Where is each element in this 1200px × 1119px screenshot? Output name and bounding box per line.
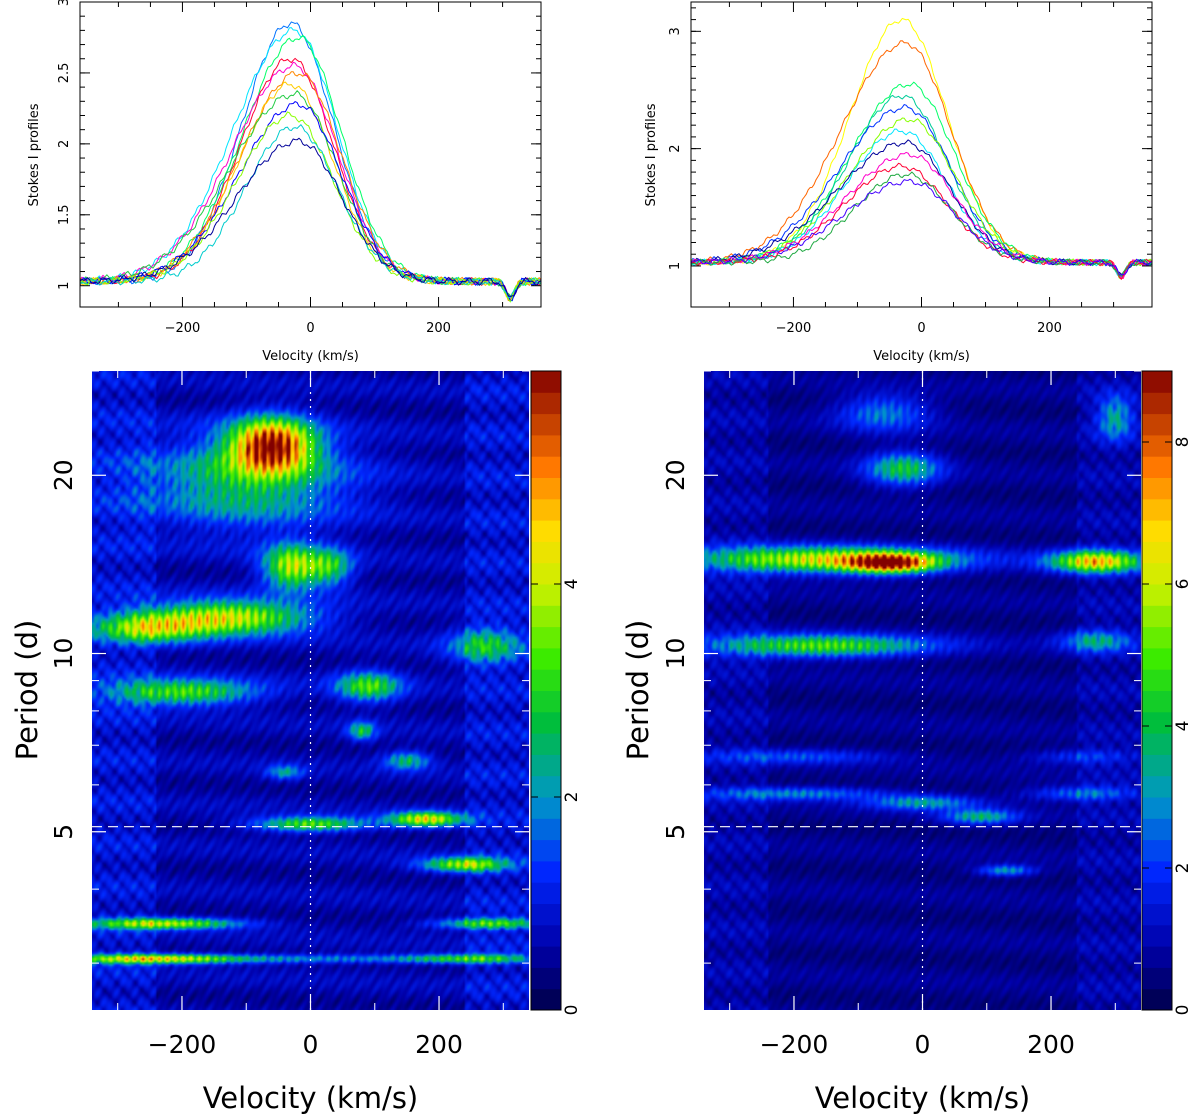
x-axis-title: Velocity (km/s): [203, 1081, 419, 1115]
x-tick-label: 200: [415, 1030, 463, 1059]
x-tick-label: 200: [1027, 1030, 1075, 1059]
x-tick-label: −200: [148, 1030, 217, 1059]
x-axis-title: Velocity (km/s): [815, 1081, 1031, 1115]
y-tick-label: 1: [668, 262, 683, 270]
colorbar-tick-label: 0: [562, 1005, 582, 1016]
y-axis-title: Stokes I profiles: [644, 103, 659, 206]
periodogram-heatmap: [704, 371, 1141, 1010]
y-tick-label: 5: [49, 824, 78, 840]
profile-line-9: [691, 151, 1152, 279]
colorbar-tick-label: 0: [1173, 1005, 1193, 1016]
colorbar: [1141, 370, 1173, 1011]
y-tick-label: 2: [668, 144, 683, 152]
colorbar-tick-label: 8: [1173, 437, 1193, 448]
profile-line-5: [80, 61, 541, 300]
y-axis-title: Period (d): [10, 620, 44, 761]
profiles-panel-top-left: −200 0 200 1 1.5 2 2.5 3 Velocity (km/s) Stokes I…: [27, 0, 542, 364]
colorbar: [530, 370, 562, 1011]
y-tick-label: 3: [668, 27, 683, 35]
x-tick-label: −200: [776, 321, 812, 336]
profile-line-5: [691, 104, 1152, 278]
y-tick-label: 20: [49, 459, 78, 491]
x-tick-label: 200: [426, 321, 451, 336]
profile-line-8: [80, 90, 541, 298]
profile-line-4: [80, 57, 541, 299]
profile-line-12: [80, 137, 541, 298]
x-tick-label: −200: [760, 1030, 829, 1059]
x-tick-label: 0: [303, 1030, 319, 1059]
y-tick-label: 2.5: [57, 63, 72, 84]
profile-line-7: [80, 81, 541, 299]
y-tick-label: 10: [49, 638, 78, 670]
colorbar-tick-label: 6: [1173, 579, 1193, 590]
profile-line-3: [80, 34, 541, 301]
x-tick-label: −200: [165, 321, 201, 336]
profile-line-1: [691, 17, 1152, 277]
y-tick-label: 3: [57, 0, 72, 6]
x-axis-title: Velocity (km/s): [262, 349, 359, 364]
colorbar-tick-label: 4: [562, 579, 582, 590]
x-axis-title: Velocity (km/s): [873, 349, 970, 364]
profiles-panel-top-right: −200 0 200 1 2 3 Velocity (km/s) Stokes I profi…: [644, 1, 1153, 364]
periodogram-heatmap: [92, 371, 529, 1010]
y-tick-label: 2: [57, 140, 72, 148]
colorbar-tick-label: 2: [562, 792, 582, 803]
profile-line-1: [80, 21, 541, 299]
x-tick-label: 200: [1037, 321, 1062, 336]
profile-line-11: [80, 123, 541, 298]
y-tick-label: 1.5: [57, 204, 72, 225]
y-axis-title: Stokes I profiles: [27, 103, 42, 206]
profile-line-2: [80, 27, 541, 302]
colorbar-tick-label: 2: [1173, 863, 1193, 874]
y-tick-label: 1: [57, 282, 72, 290]
profile-line-11: [691, 171, 1152, 277]
profile-line-7: [691, 128, 1152, 277]
colorbar-tick-label: 4: [1173, 721, 1193, 732]
y-axis-title: Period (d): [621, 620, 655, 761]
profile-line-9: [80, 101, 541, 301]
x-tick-label: 0: [917, 321, 925, 336]
y-tick-label: 10: [661, 638, 690, 670]
profile-line-6: [691, 117, 1152, 279]
y-tick-label: 20: [661, 459, 690, 491]
y-tick-label: 5: [661, 824, 690, 840]
x-tick-label: 0: [306, 321, 314, 336]
x-tick-label: 0: [915, 1030, 931, 1059]
profile-line-12: [691, 178, 1152, 276]
profile-line-2: [691, 40, 1152, 279]
